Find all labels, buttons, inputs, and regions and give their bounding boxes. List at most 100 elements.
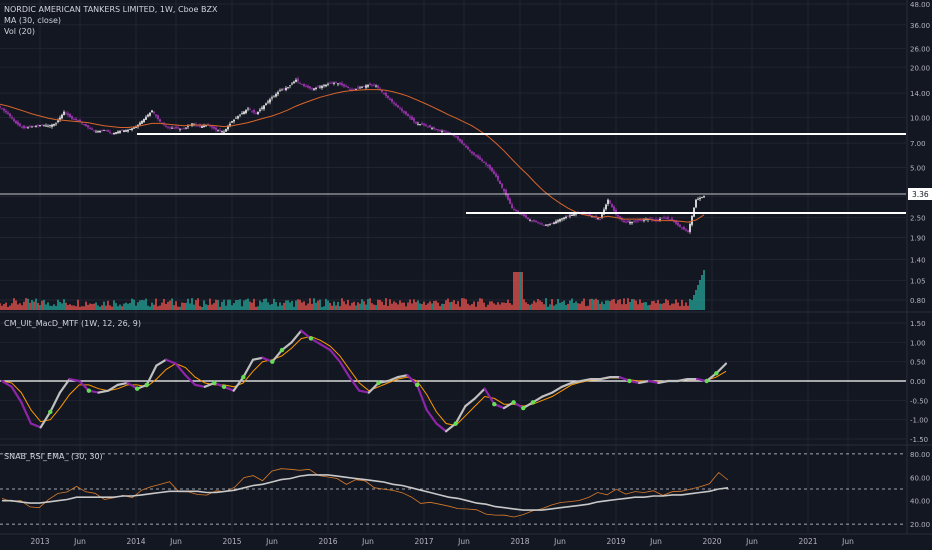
candle-body: [295, 79, 297, 82]
volume-bar: [287, 300, 289, 310]
volume-bar: [67, 304, 69, 310]
candle-body: [117, 131, 119, 134]
candle-body: [363, 85, 365, 87]
candle-body: [703, 196, 705, 198]
candle-body: [133, 127, 135, 129]
volume-bar: [177, 306, 179, 310]
candle-body: [473, 152, 475, 155]
candle-body: [487, 164, 489, 167]
volume-bar: [605, 300, 607, 310]
candle-body: [331, 82, 333, 84]
volume-bar: [121, 306, 123, 310]
vol-legend[interactable]: Vol (20): [4, 27, 35, 36]
candle-body: [437, 129, 439, 131]
candle-body: [289, 85, 291, 87]
volume-bar: [539, 300, 541, 310]
symbol-title[interactable]: NORDIC AMERICAN TANKERS LIMITED, 1W, Cbo…: [4, 5, 218, 14]
volume-bar: [229, 299, 231, 310]
macd-tick-label: -1.50: [910, 436, 928, 444]
volume-bar: [21, 305, 23, 310]
macd-line-segment: [715, 362, 728, 375]
volume-bar: [585, 306, 587, 310]
candle-body: [3, 108, 5, 111]
macd-legend[interactable]: CM_Ult_MacD_MTF (1W, 12, 26, 9): [4, 318, 141, 329]
macd-line-segment: [338, 360, 351, 379]
candle-body: [701, 197, 703, 198]
volume-bar: [325, 298, 327, 310]
volume-bar: [515, 272, 517, 310]
candle-body: [511, 204, 513, 209]
volume-bar: [583, 298, 585, 310]
time-tick-label: Jun: [649, 537, 662, 546]
volume-bar: [639, 299, 641, 310]
volume-bar: [693, 295, 695, 310]
volume-bar: [131, 298, 133, 310]
price-tick-label: 36.00: [910, 22, 930, 30]
volume-bar: [665, 299, 667, 310]
macd-cross-dot: [627, 378, 632, 384]
macd-cross-dot: [86, 388, 92, 393]
candle-body: [533, 220, 535, 222]
volume-bar: [99, 306, 101, 310]
volume-bar: [85, 301, 87, 310]
ma-legend[interactable]: MA (30, close): [4, 16, 62, 25]
candle-body: [655, 219, 657, 221]
candle-body: [235, 117, 237, 119]
volume-bar: [671, 303, 673, 310]
time-tick-label: Jun: [745, 537, 758, 546]
candle-body: [131, 128, 133, 130]
candle-body: [119, 130, 121, 133]
rsi-legend[interactable]: SNAB_RSI_EMA_ (30, 30): [4, 451, 103, 462]
candle-body: [169, 127, 171, 129]
candle-body: [649, 218, 651, 220]
volume-bar: [241, 306, 243, 310]
volume-bar: [591, 298, 593, 310]
volume-bar: [19, 303, 21, 310]
candle-body: [447, 132, 449, 134]
volume-bar: [137, 302, 139, 310]
candle-body: [77, 120, 79, 122]
macd-line-segment: [580, 377, 592, 383]
candle-body: [613, 206, 615, 212]
rsi-line: [1, 468, 729, 518]
volume-bar: [555, 304, 557, 310]
volume-bar: [291, 300, 293, 310]
volume-bar: [557, 298, 559, 310]
candle-body: [71, 115, 73, 119]
macd-line-segment: [232, 376, 245, 392]
price-tick-label: 14.00: [910, 90, 930, 98]
candle-body: [569, 215, 571, 217]
candle-body: [461, 140, 463, 144]
volume-bar: [619, 299, 621, 310]
candle-body: [689, 223, 691, 232]
candle-body: [135, 126, 137, 128]
candle-body: [547, 224, 549, 226]
volume-bar: [641, 302, 643, 310]
volume-bar: [519, 272, 521, 310]
volume-bar: [477, 301, 479, 310]
candle-body: [329, 83, 331, 85]
candle-body: [477, 155, 479, 158]
volume-bar: [335, 305, 337, 310]
volume-bar: [109, 305, 111, 310]
candle-body: [279, 90, 281, 92]
macd-line-segment: [0, 379, 13, 388]
volume-bar: [425, 304, 427, 310]
volume-bar: [611, 299, 613, 310]
volume-bar: [307, 303, 309, 310]
volume-bar: [141, 299, 143, 310]
candle-body: [99, 130, 101, 133]
candle-body: [541, 223, 543, 225]
volume-bar: [277, 306, 279, 310]
macd-tick-label: 1.00: [910, 339, 926, 347]
volume-bar: [239, 299, 241, 310]
volume-bar: [625, 304, 627, 310]
candle-body: [83, 124, 85, 125]
volume-bar: [599, 303, 601, 310]
macd-cross-dot: [221, 384, 227, 389]
candle-body: [333, 82, 335, 84]
candle-body: [395, 103, 397, 106]
volume-bar: [613, 299, 615, 310]
volume-bar: [523, 299, 525, 310]
